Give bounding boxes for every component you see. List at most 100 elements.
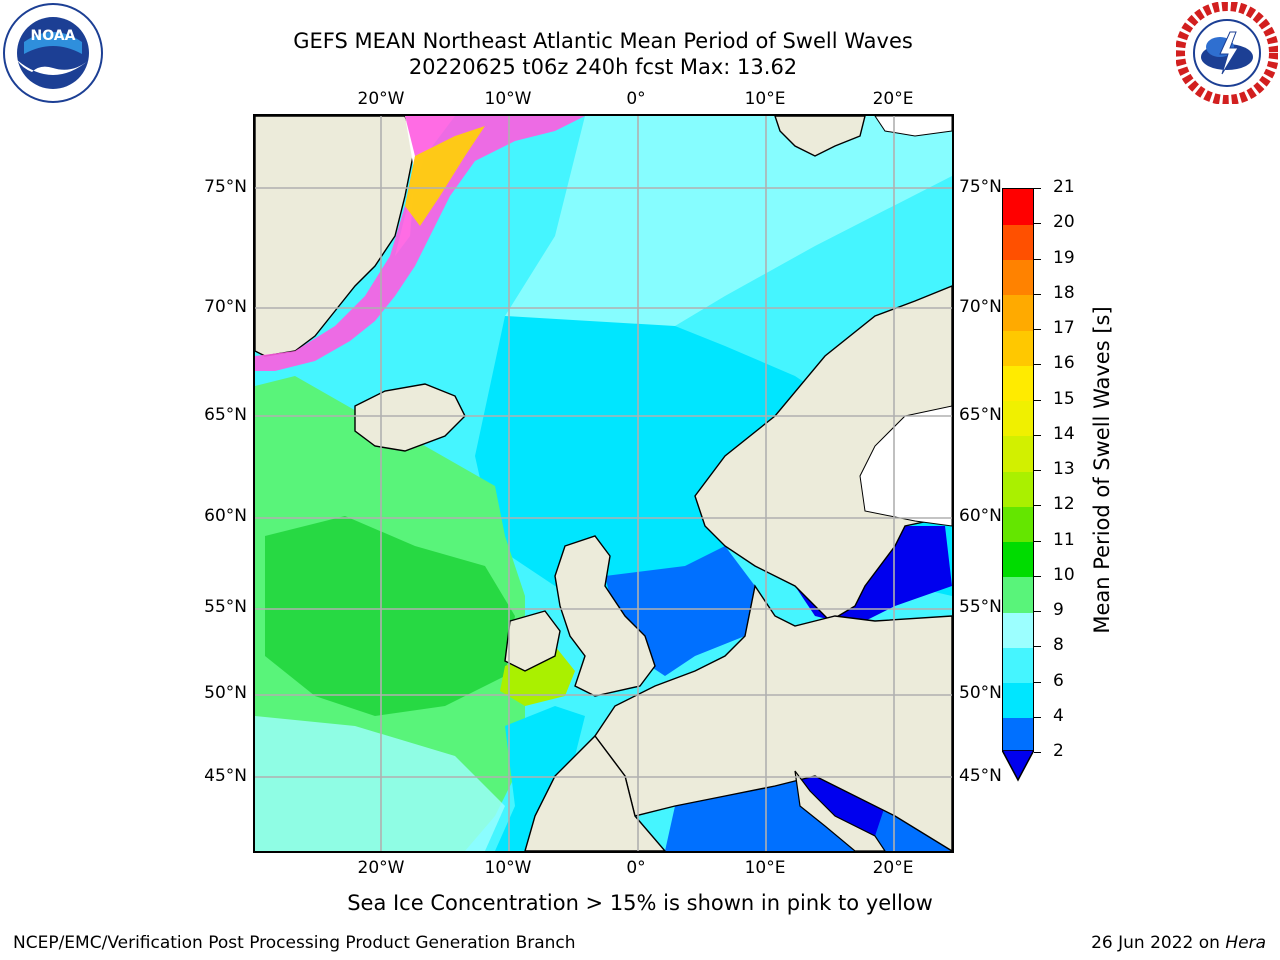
colorbar-segment [1003, 294, 1033, 331]
land-svalbard [774, 116, 866, 157]
colorbar-segment [1003, 435, 1033, 472]
sea-ice-band [255, 116, 585, 371]
lon-tick-bottom: 20°W [357, 858, 405, 878]
colorbar-segment [1003, 224, 1033, 260]
colorbar-tick-mark [1034, 575, 1041, 577]
colorbar-tick-mark [1034, 752, 1041, 753]
colorbar-tick-mark [1034, 223, 1041, 225]
swell-period-map [255, 116, 952, 851]
map-title: GEFS MEAN Northeast Atlantic Mean Period… [293, 29, 913, 53]
lat-tick-left: 65°N [204, 405, 247, 425]
lat-tick-left: 60°N [204, 506, 247, 526]
colorbar-tick-mark [1034, 434, 1041, 436]
lat-tick-right: 75°N [959, 177, 1002, 197]
colorbar-tick-mark [1034, 293, 1041, 295]
colorbar-tick-mark [1034, 329, 1041, 330]
map-panel [253, 114, 954, 853]
colorbar-tick-label: 15 [1053, 388, 1075, 409]
colorbar-tick-label: 21 [1053, 177, 1075, 197]
colorbar-tick-label: 2 [1053, 741, 1064, 761]
colorbar-segment [1003, 259, 1033, 296]
colorbar-segment [1003, 471, 1033, 507]
swell-field-light-band [255, 716, 505, 851]
lon-tick-bottom: 20°E [872, 858, 914, 878]
lat-tick-left: 70°N [204, 297, 247, 317]
colorbar-tick-label: 14 [1053, 423, 1075, 444]
lat-tick-right: 60°N [959, 506, 1002, 526]
swell-field-dark-green [265, 516, 515, 716]
colorbar-tick-mark [1034, 188, 1041, 189]
footer-date-text: 26 Jun 2022 on [1091, 933, 1226, 953]
colorbar-tick-label: 11 [1053, 529, 1075, 550]
lat-tick-right: 45°N [959, 766, 1002, 786]
colorbar-tick-mark [1034, 611, 1041, 612]
colorbar-tick-label: 19 [1053, 247, 1075, 268]
lon-tick-bottom: 10°E [744, 858, 786, 878]
colorbar-segment [1003, 717, 1033, 754]
lat-tick-left: 45°N [204, 766, 247, 786]
noaa-logo: NOAA [2, 2, 104, 104]
colorbar-extend-arrow [1002, 750, 1034, 782]
colorbar-label-text: Mean Period of Swell Waves [s] [1090, 306, 1114, 634]
colorbar-tick-label: 9 [1053, 600, 1064, 620]
land-scandinavia [694, 285, 952, 622]
nws-logo [1175, 1, 1279, 105]
colorbar-segment [1003, 541, 1033, 578]
lon-tick-top: 20°W [357, 89, 405, 109]
lon-tick-top: 10°W [484, 89, 532, 109]
map-subtitle: 20220625 t06z 240h fcst Max: 13.62 [408, 55, 798, 79]
colorbar-segment [1003, 330, 1033, 366]
colorbar-segment [1003, 365, 1033, 401]
sea-ice-caption: Sea Ice Concentration > 15% is shown in … [347, 891, 933, 915]
lat-tick-left: 75°N [204, 177, 247, 197]
colorbar-tick-label: 18 [1053, 282, 1075, 303]
colorbar-segment [1003, 612, 1033, 648]
land-iceland [354, 383, 466, 452]
colorbar-tick-label: 4 [1053, 705, 1064, 726]
colorbar-tick-mark [1034, 470, 1041, 471]
colorbar-tick-label: 8 [1053, 635, 1064, 656]
lat-tick-left: 50°N [204, 683, 247, 703]
colorbar-segment [1003, 506, 1033, 542]
footer-machine: Hera [1225, 933, 1266, 953]
colorbar-tick-label: 20 [1053, 212, 1075, 233]
colorbar-segment [1003, 189, 1033, 225]
colorbar-tick-label: 16 [1053, 353, 1075, 374]
land-ireland [504, 610, 561, 672]
land-finland-white [859, 405, 952, 527]
sea-ice-yellow [405, 126, 485, 226]
colorbar-tick-label: 12 [1053, 494, 1075, 515]
colorbar-tick-label: 10 [1053, 564, 1075, 585]
lat-tick-right: 50°N [959, 683, 1002, 703]
colorbar-segment [1003, 576, 1033, 613]
lon-tick-bottom: 10°W [484, 858, 532, 878]
land-central-europe [594, 584, 952, 851]
colorbar-tick-label: 13 [1053, 459, 1075, 479]
swell-field-coastal-cyan [495, 706, 585, 851]
colorbar-tick-mark [1034, 505, 1041, 507]
colorbar-segment [1003, 647, 1033, 683]
land-italy [794, 770, 886, 851]
colorbar-tick-mark [1034, 258, 1041, 260]
lat-tick-left: 55°N [204, 597, 247, 617]
graticule [255, 116, 952, 851]
colorbar-segment [1003, 682, 1033, 719]
colorbar-tick-mark [1034, 399, 1041, 401]
colorbar-tick-mark [1034, 364, 1041, 366]
lon-tick-top: 10°E [744, 89, 786, 109]
colorbar-tick-mark [1034, 716, 1041, 718]
noaa-logo-text: NOAA [31, 28, 76, 44]
footer-credit: NCEP/EMC/Verification Post Processing Pr… [13, 933, 576, 953]
colorbar-tick-mark [1034, 646, 1041, 648]
colorbar-tick-label: 6 [1053, 670, 1064, 691]
colorbar-segment [1003, 400, 1033, 437]
lat-tick-right: 65°N [959, 405, 1002, 425]
colorbar-tick-label: 17 [1053, 318, 1075, 338]
noaa-logo-icon: NOAA [3, 3, 103, 103]
land-great-britain [554, 535, 656, 697]
lon-tick-bottom: 0° [626, 858, 646, 878]
land-iberia [524, 734, 666, 851]
colorbar [1002, 188, 1034, 754]
lat-tick-right: 55°N [959, 597, 1002, 617]
lon-tick-top: 20°E [872, 89, 914, 109]
